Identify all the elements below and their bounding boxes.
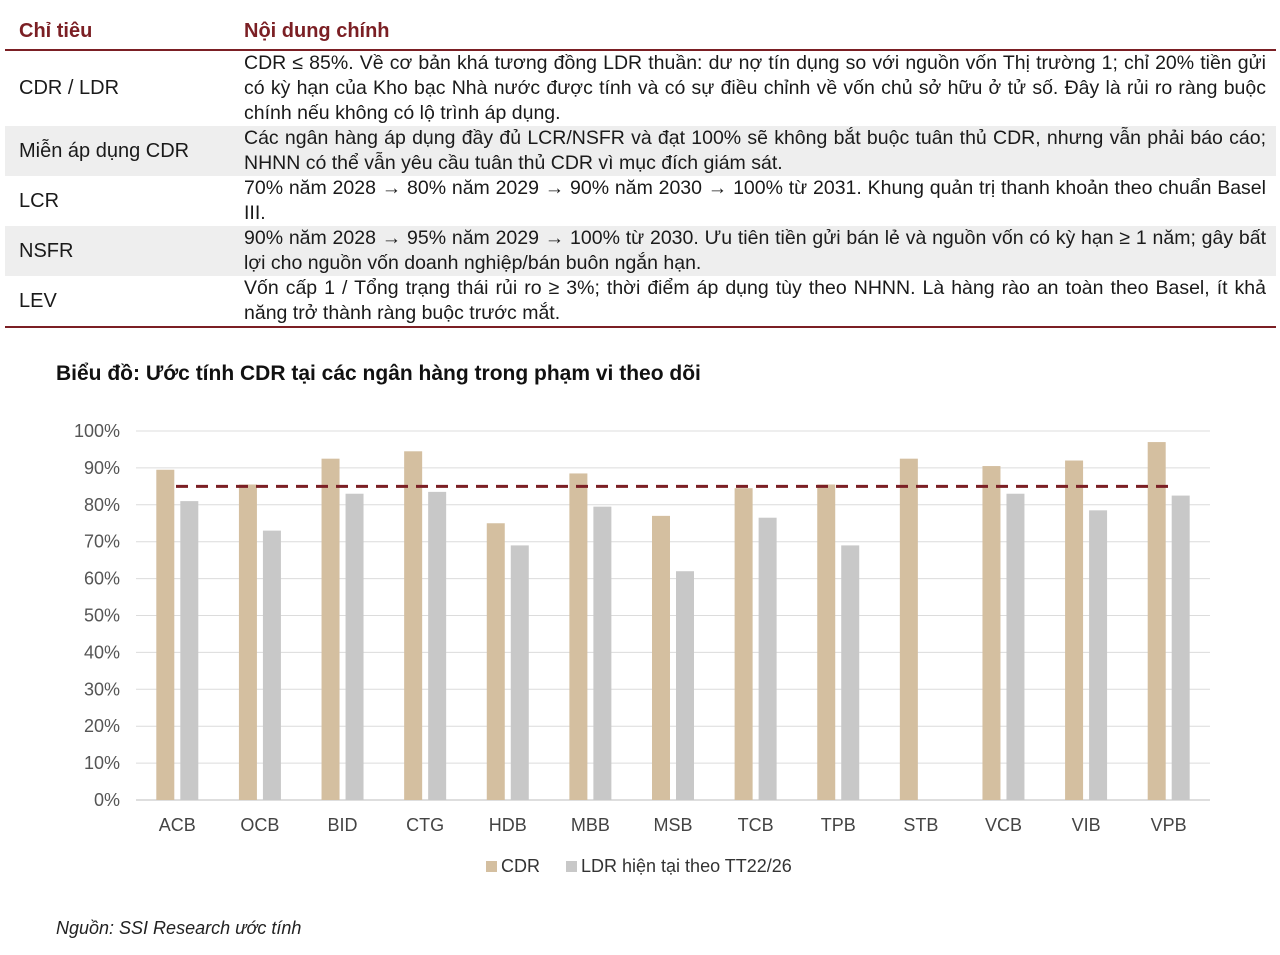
row-content: 90% năm 2028 → 95% năm 2029 → 100% từ 20… — [244, 227, 1266, 274]
x-tick-label: ACB — [159, 815, 196, 835]
bar-ldr — [1006, 493, 1025, 800]
legend-swatch — [486, 861, 497, 872]
policy-table: Chỉ tiêu Nội dung chính CDR / LDR CDR ≤ … — [5, 14, 1276, 328]
y-tick-label: 90% — [84, 458, 120, 478]
y-tick-label: 50% — [84, 606, 120, 626]
bar-ldr — [676, 571, 694, 800]
bar-ldr — [841, 545, 860, 800]
bar-ldr — [428, 491, 447, 800]
legend-swatch — [566, 861, 577, 872]
row-name: LCR — [19, 189, 60, 212]
y-tick-label: 30% — [84, 679, 120, 699]
row-content: Các ngân hàng áp dụng đầy đủ LCR/NSFR và… — [244, 127, 1266, 174]
x-tick-label: CTG — [406, 815, 444, 835]
bar-cdr — [982, 466, 1001, 800]
row-name: LEV — [19, 289, 57, 312]
bar-ldr — [345, 493, 364, 800]
bar-ldr — [180, 501, 199, 800]
y-tick-label: 0% — [94, 790, 120, 810]
legend-label: LDR hiện tại theo TT22/26 — [581, 856, 792, 876]
source-note: Nguồn: SSI Research ước tính — [56, 918, 302, 938]
y-tick-label: 10% — [84, 753, 120, 773]
row-content: Vốn cấp 1 / Tổng trạng thái rủi ro ≥ 3%;… — [244, 277, 1266, 324]
y-tick-label: 70% — [84, 532, 120, 552]
bar-cdr — [652, 515, 670, 800]
x-tick-label: VPB — [1151, 815, 1187, 835]
row-name: NSFR — [19, 239, 74, 262]
bar-ldr — [510, 545, 529, 800]
cdr-bar-chart: 0% 10% 20% 30% 40% 50% 60% 70% 80% 90% 100% ACB OCB B… — [74, 421, 1210, 876]
x-tick-label: STB — [903, 815, 938, 835]
bar-cdr — [486, 523, 505, 800]
chart-title: Biểu đồ: Ước tính CDR tại các ngân hàng … — [56, 362, 701, 385]
x-tick-label: VCB — [985, 815, 1022, 835]
bar-cdr — [899, 458, 918, 800]
bar-ldr — [262, 530, 281, 800]
header-col-indicator: Chỉ tiêu — [19, 20, 93, 42]
x-tick-label: MSB — [653, 815, 692, 835]
row-content: CDR ≤ 85%. Về cơ bản khá tương đồng LDR … — [244, 52, 1266, 124]
y-tick-label: 20% — [84, 716, 120, 736]
table-row: CDR / LDR CDR ≤ 85%. Về cơ bản khá tương… — [5, 51, 1276, 126]
table-header: Chỉ tiêu Nội dung chính — [5, 14, 1276, 51]
bar-cdr — [734, 488, 753, 800]
y-tick-label: 80% — [84, 495, 120, 515]
header-col-content: Nội dung chính — [244, 20, 390, 42]
x-tick-label: TCB — [738, 815, 774, 835]
legend-label: CDR — [501, 856, 540, 876]
bar-cdr — [1065, 460, 1084, 800]
table-row: LCR 70% năm 2028 → 80% năm 2029 → 90% nă… — [5, 176, 1276, 226]
y-tick-label: 40% — [84, 642, 120, 662]
bar-ldr — [758, 517, 777, 800]
row-name: CDR / LDR — [19, 77, 120, 99]
bar-cdr — [569, 473, 588, 800]
bar-cdr — [238, 484, 257, 800]
x-tick-label: TPB — [821, 815, 856, 835]
x-tick-label: VIB — [1072, 815, 1101, 835]
bar-ldr — [1171, 495, 1190, 800]
table-row: Miễn áp dụng CDR Các ngân hàng áp dụng đ… — [5, 126, 1276, 176]
bar-cdr — [404, 451, 423, 800]
bar-cdr — [1147, 442, 1166, 800]
bar-cdr — [817, 484, 836, 800]
y-tick-label: 60% — [84, 569, 120, 589]
bar-cdr — [321, 458, 340, 800]
x-tick-label: HDB — [489, 815, 527, 835]
x-tick-label: BID — [328, 815, 358, 835]
table-row: LEV Vốn cấp 1 / Tổng trạng thái rủi ro ≥… — [5, 276, 1276, 328]
x-tick-label: OCB — [240, 815, 279, 835]
bar-cdr — [156, 469, 175, 800]
x-tick-label: MBB — [571, 815, 610, 835]
bar-ldr — [593, 506, 612, 800]
bar-ldr — [1089, 510, 1108, 800]
row-content: 70% năm 2028 → 80% năm 2029 → 90% năm 20… — [244, 177, 1266, 224]
table-row: NSFR 90% năm 2028 → 95% năm 2029 → 100% … — [5, 226, 1276, 276]
y-tick-label: 100% — [74, 421, 120, 441]
row-name: Miễn áp dụng CDR — [19, 139, 190, 162]
